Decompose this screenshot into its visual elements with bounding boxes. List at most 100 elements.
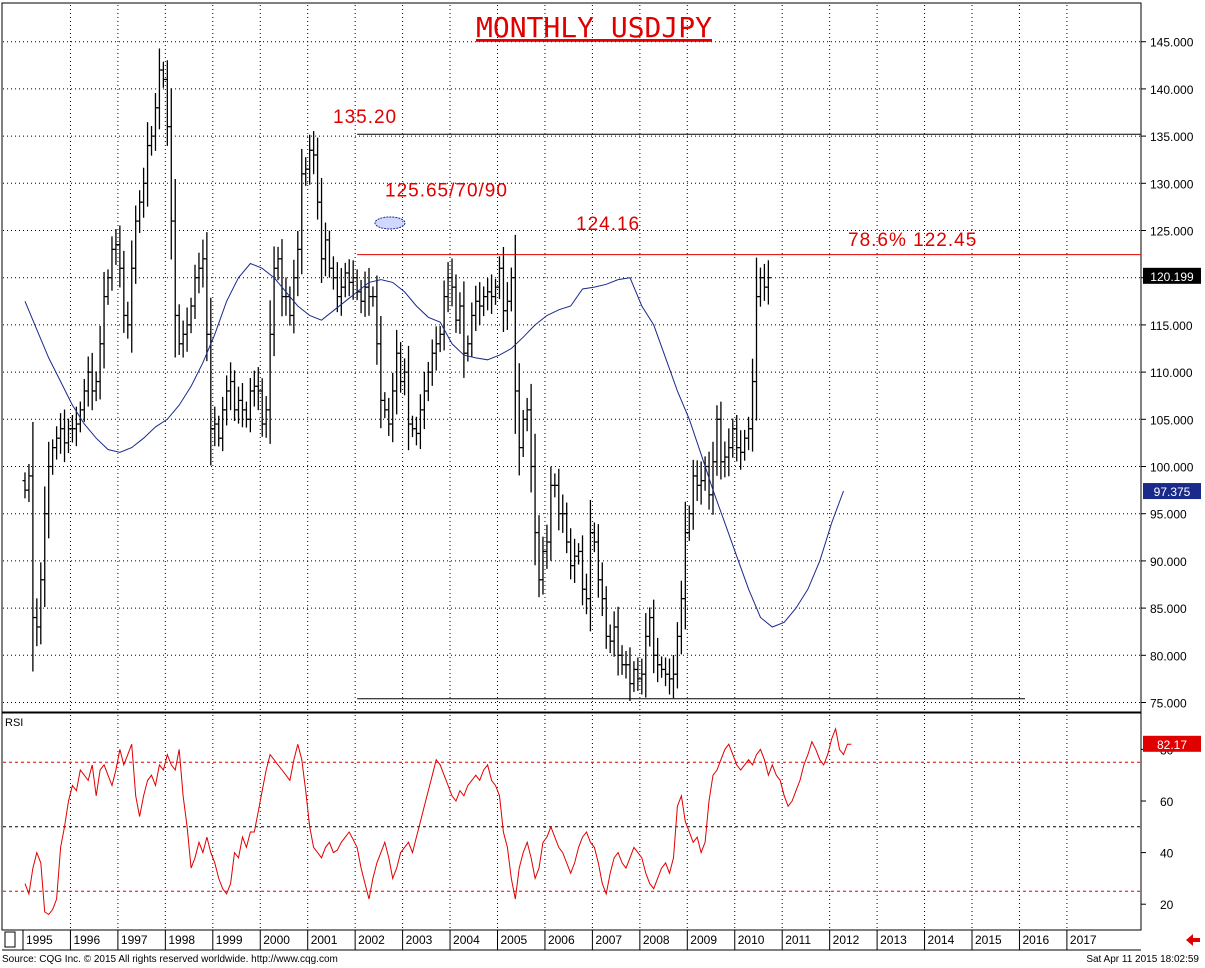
price-bar bbox=[651, 599, 657, 674]
price-bar bbox=[81, 379, 87, 422]
price-bar bbox=[469, 302, 475, 357]
price-bar bbox=[710, 441, 716, 515]
rsi-label: RSI bbox=[5, 717, 23, 729]
x-label-2001: 2001 bbox=[311, 933, 338, 947]
price-bar bbox=[726, 428, 732, 477]
price-bar bbox=[97, 325, 103, 400]
moving-average-line bbox=[24, 262, 844, 628]
price-bars bbox=[22, 48, 771, 702]
price-bar bbox=[655, 637, 661, 683]
price-bar bbox=[433, 326, 439, 371]
price-bar bbox=[421, 371, 427, 430]
price-bar bbox=[141, 167, 147, 218]
price-bar bbox=[315, 137, 321, 220]
price-bar bbox=[220, 396, 226, 452]
price-bar bbox=[394, 329, 400, 415]
y-label-95.000: 95.000 bbox=[1150, 508, 1187, 522]
price-bar bbox=[54, 426, 60, 460]
price-bar bbox=[287, 286, 293, 326]
price-bar bbox=[750, 358, 756, 452]
y-label-110.000: 110.000 bbox=[1150, 366, 1193, 380]
price-bar bbox=[271, 246, 277, 357]
x-label-2006: 2006 bbox=[548, 933, 575, 947]
rsi-frame bbox=[1, 712, 1142, 931]
rsi-panel: RSI8060402082.17 bbox=[1, 712, 1201, 931]
price-bar bbox=[34, 598, 40, 647]
price-bar bbox=[176, 304, 182, 355]
price-bar bbox=[42, 486, 48, 608]
price-bar bbox=[386, 397, 392, 436]
x-label-1995: 1995 bbox=[26, 933, 53, 947]
price-bar bbox=[417, 394, 423, 450]
price-bar bbox=[516, 363, 522, 476]
price-bar bbox=[457, 292, 463, 334]
price-bar bbox=[93, 371, 99, 402]
price-bar bbox=[738, 430, 744, 470]
chart-title: MONTHLY USDJPY bbox=[476, 11, 712, 44]
price-bar bbox=[718, 401, 724, 480]
price-bar bbox=[366, 267, 372, 316]
price-bar bbox=[109, 236, 115, 291]
price-bar bbox=[663, 657, 669, 687]
x-label-2016: 2016 bbox=[1022, 933, 1049, 947]
price-bar bbox=[465, 335, 471, 362]
price-bar bbox=[477, 282, 483, 326]
price-bar bbox=[334, 262, 340, 313]
source-note: Source: CQG Inc. © 2015 All rights reser… bbox=[2, 954, 338, 965]
price-bar bbox=[259, 378, 265, 437]
price-bar bbox=[299, 148, 305, 275]
price-bar bbox=[73, 406, 79, 447]
price-bar bbox=[239, 383, 245, 428]
price-bar bbox=[26, 463, 32, 503]
price-bar bbox=[564, 502, 570, 554]
price-bar bbox=[224, 375, 230, 426]
price-bar bbox=[595, 524, 601, 598]
price-bar bbox=[196, 252, 202, 294]
price-bar bbox=[485, 278, 491, 311]
price-bar bbox=[180, 320, 186, 358]
price-bar bbox=[761, 263, 767, 301]
price-bar bbox=[686, 505, 692, 541]
price-bar bbox=[212, 406, 218, 447]
x-label-2012: 2012 bbox=[833, 933, 860, 947]
price-bar bbox=[409, 415, 415, 438]
price-bar bbox=[216, 415, 222, 447]
price-bar bbox=[62, 409, 68, 463]
price-bar bbox=[382, 392, 388, 419]
x-label-1996: 1996 bbox=[73, 933, 100, 947]
x-label-2010: 2010 bbox=[738, 933, 765, 947]
price-bar bbox=[619, 645, 625, 675]
price-bar bbox=[133, 205, 139, 284]
price-bar bbox=[453, 274, 459, 333]
price-bar bbox=[65, 418, 71, 454]
price-bar bbox=[473, 285, 479, 332]
price-bar bbox=[200, 239, 206, 288]
y-label-145.000: 145.000 bbox=[1150, 36, 1194, 50]
price-bar bbox=[188, 297, 194, 334]
price-bar bbox=[512, 234, 518, 434]
x-label-2008: 2008 bbox=[643, 933, 670, 947]
price-bar bbox=[105, 269, 111, 305]
price-bar bbox=[489, 274, 495, 314]
y-label-135.000: 135.000 bbox=[1150, 130, 1194, 144]
price-bar bbox=[524, 397, 530, 432]
price-bar bbox=[168, 88, 174, 260]
current-price-label: 120.199 bbox=[1150, 270, 1194, 284]
y-label-100.000: 100.000 bbox=[1150, 461, 1194, 475]
price-bar bbox=[607, 624, 613, 654]
price-bar bbox=[536, 515, 542, 598]
price-bar bbox=[615, 606, 621, 676]
price-bar bbox=[406, 345, 412, 451]
price-bar bbox=[765, 260, 771, 305]
price-bar bbox=[129, 240, 135, 353]
price-bar bbox=[437, 326, 443, 353]
price-bar bbox=[722, 441, 728, 478]
rsi-y-label-40: 40 bbox=[1160, 847, 1174, 861]
price-bar bbox=[156, 48, 162, 130]
price-bar bbox=[603, 586, 609, 649]
price-bar bbox=[500, 246, 506, 333]
price-bar bbox=[38, 562, 44, 645]
x-label-2002: 2002 bbox=[358, 933, 385, 947]
price-bar bbox=[326, 230, 332, 278]
